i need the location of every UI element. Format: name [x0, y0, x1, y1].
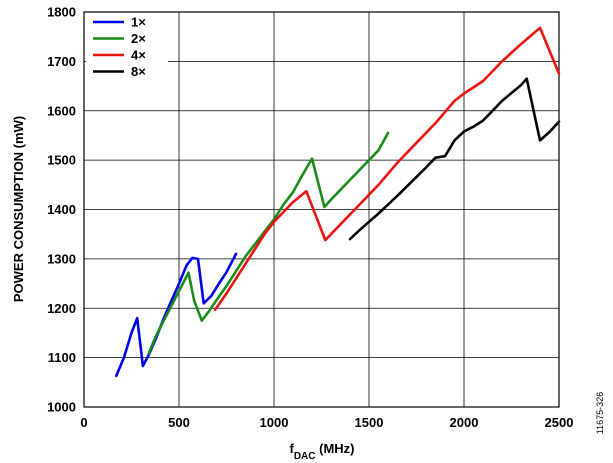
- y-tick-label: 1500: [47, 153, 76, 168]
- x-axis-title-main: f: [289, 441, 294, 456]
- y-tick-label: 1200: [47, 301, 76, 316]
- x-tick-label: 1500: [355, 415, 384, 430]
- legend: 1×2× 4×8×: [86, 14, 168, 82]
- series-lines: [115, 26, 561, 378]
- series-line-3: [213, 26, 561, 312]
- x-tick-labels: 0 500 1000 1500 2000 2500: [80, 415, 573, 430]
- legend-label: 1×: [131, 15, 146, 30]
- y-tick-label: 1300: [47, 251, 76, 266]
- series-line-4: [348, 77, 561, 241]
- x-tick-label: 1000: [260, 415, 289, 430]
- y-tick-labels: 1000 1100 1200 1300 1400 1500 1600 1700 1800: [47, 5, 76, 415]
- figure-id: 11675-326: [595, 392, 605, 434]
- y-tick-label: 1700: [47, 54, 76, 69]
- x-axis-title-subscript: DAC: [294, 451, 316, 462]
- y-axis-title: POWER CONSUMPTION (mW): [11, 116, 26, 302]
- legend-label: 4×: [131, 48, 146, 63]
- legend-label: 2×: [131, 31, 146, 46]
- x-tick-label: 2000: [450, 415, 479, 430]
- series-line-2: [147, 131, 390, 356]
- x-axis-title-unit: (MHz): [316, 441, 355, 456]
- y-tick-label: 1100: [48, 350, 76, 365]
- series-line-1: [115, 252, 238, 378]
- plot-frame: [83, 11, 560, 408]
- y-tick-label: 1400: [47, 202, 76, 217]
- x-tick-label: 500: [168, 415, 190, 430]
- x-tick-label: 0: [80, 415, 87, 430]
- y-tick-label: 1800: [47, 5, 76, 20]
- x-tick-label: 2500: [545, 415, 574, 430]
- x-axis-title: fDAC (MHz): [289, 441, 354, 462]
- y-tick-label: 1000: [47, 400, 76, 415]
- legend-label: 8×: [131, 64, 146, 79]
- y-tick-label: 1600: [47, 103, 76, 118]
